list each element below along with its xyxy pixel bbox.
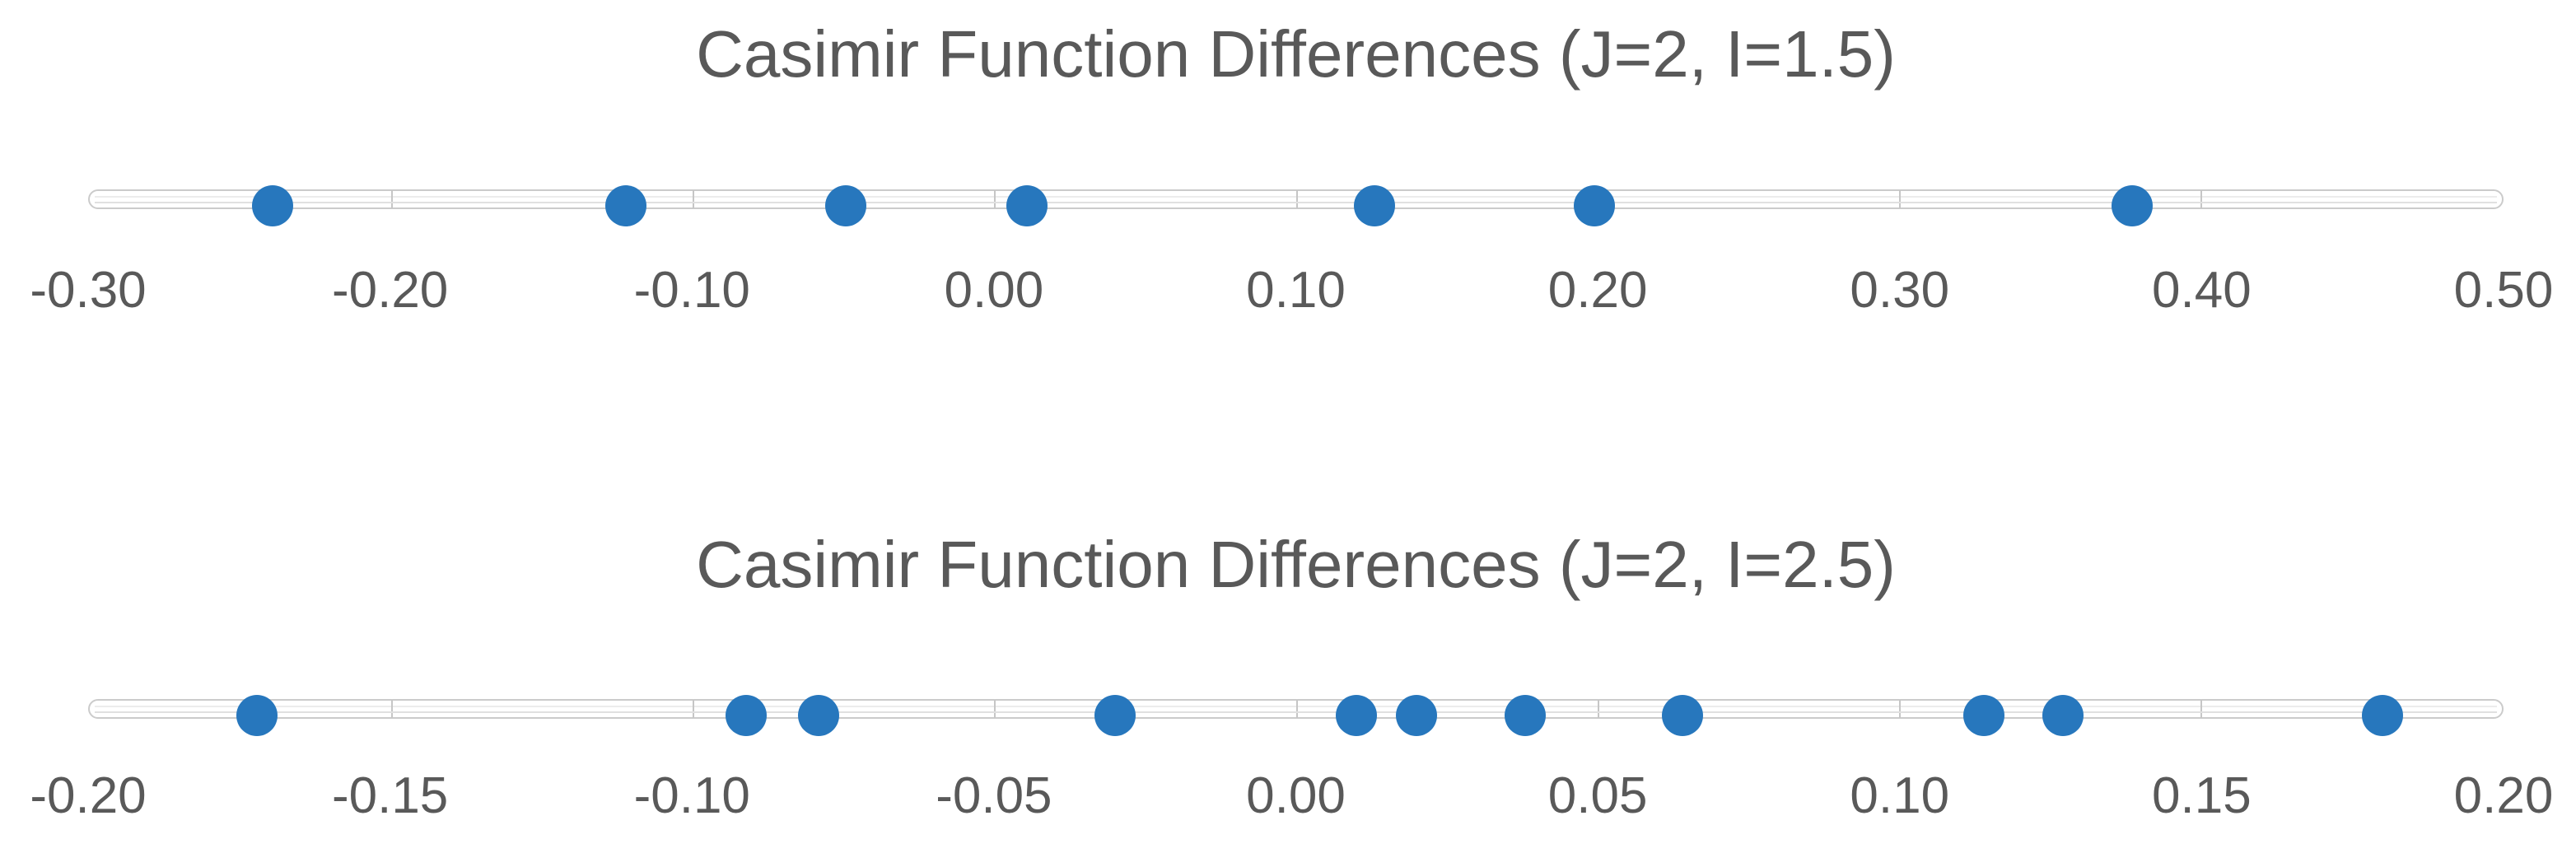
axis-tick-mark xyxy=(693,190,695,208)
data-point-dot xyxy=(726,695,768,736)
casimir-chart-j2-i1-5: Casimir Function Differences (J=2, I=1.5… xyxy=(30,0,2553,346)
data-point-dot xyxy=(236,695,278,736)
axis-tick-label: -0.20 xyxy=(30,767,147,824)
x-axis-labels: -0.20 -0.15 -0.10 -0.05 0.00 0.05 0.10 0.15 0.20 xyxy=(30,766,2553,832)
axis-tick-label: 0.30 xyxy=(1850,262,1950,319)
axis-tick-label: -0.20 xyxy=(331,262,449,319)
axis-tick-label: 0.00 xyxy=(944,262,1044,319)
axis-tick-label: 0.10 xyxy=(1246,262,1346,319)
axis-tick-mark xyxy=(1597,700,1599,718)
axis-tick-label: 0.00 xyxy=(1246,767,1346,824)
axis-tick-mark xyxy=(1295,190,1298,208)
axis-tick-label: -0.10 xyxy=(633,262,750,319)
axis-tick-mark xyxy=(1295,700,1298,718)
axis-tick-label: -0.30 xyxy=(30,262,147,319)
axis-tick-label: 0.15 xyxy=(2152,767,2252,824)
axis-tick-mark xyxy=(1898,700,1901,718)
data-point-dot xyxy=(1094,695,1136,736)
data-point-dot xyxy=(1396,695,1438,736)
axis-tick-mark xyxy=(994,190,996,208)
data-point-dot xyxy=(2362,695,2404,736)
axis-tick-label: 0.20 xyxy=(2453,767,2554,824)
axis-tick-mark xyxy=(391,190,394,208)
axis-tick-mark xyxy=(2200,190,2202,208)
data-point-dot xyxy=(604,185,646,226)
axis-track xyxy=(88,189,2504,209)
data-point-dot xyxy=(1505,695,1547,736)
axis-tick-mark xyxy=(1898,190,1901,208)
axis-tick-mark xyxy=(391,700,394,718)
data-point-dot xyxy=(798,695,840,736)
axis-strip xyxy=(88,691,2504,740)
data-point-dot xyxy=(2112,185,2154,226)
data-point-dot xyxy=(1574,185,1616,226)
data-point-dot xyxy=(1963,695,2005,736)
chart-title: Casimir Function Differences (J=2, I=2.5… xyxy=(696,528,1896,601)
axis-tick-label: 0.05 xyxy=(1547,767,1648,824)
chart-title: Casimir Function Differences (J=2, I=1.5… xyxy=(696,17,1896,91)
axis-tick-label: 0.50 xyxy=(2453,262,2554,319)
axis-tick-label: -0.05 xyxy=(936,767,1052,824)
data-points-layer xyxy=(88,181,2504,231)
axis-tick-mark xyxy=(2200,700,2202,718)
x-axis-labels: -0.30 -0.20 -0.10 0.00 0.10 0.20 0.30 0.40 0.50 xyxy=(30,260,2553,326)
data-point-dot xyxy=(251,185,293,226)
axis-track xyxy=(88,699,2504,719)
data-point-dot xyxy=(1006,185,1048,226)
data-points-layer xyxy=(88,691,2504,740)
data-point-dot xyxy=(1335,695,1377,736)
data-point-dot xyxy=(1353,185,1395,226)
axis-tick-mark xyxy=(693,700,695,718)
axis-tick-label: 0.10 xyxy=(1850,767,1950,824)
axis-tick-label: -0.10 xyxy=(633,767,750,824)
data-point-dot xyxy=(2042,695,2084,736)
axis-tick-label: 0.40 xyxy=(2152,262,2252,319)
axis-tick-label: -0.15 xyxy=(331,767,449,824)
axis-tick-label: 0.20 xyxy=(1547,262,1648,319)
casimir-chart-j2-i2-5: Casimir Function Differences (J=2, I=2.5… xyxy=(30,504,2553,853)
axis-strip xyxy=(88,181,2504,231)
data-point-dot xyxy=(1661,695,1703,736)
data-point-dot xyxy=(825,185,867,226)
axis-tick-mark xyxy=(994,700,996,718)
